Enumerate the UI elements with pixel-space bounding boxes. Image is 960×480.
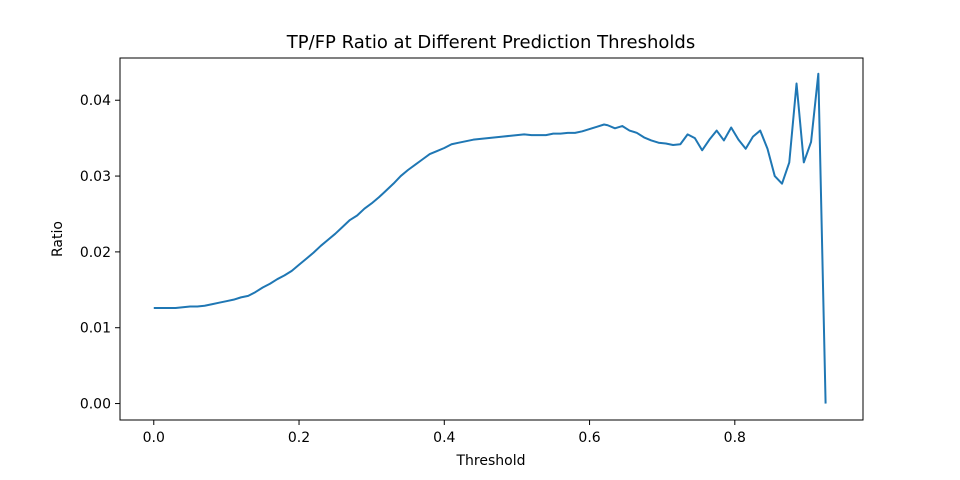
series-line	[153, 72, 827, 404]
x-tick-label: 0.2	[288, 430, 310, 446]
y-tick-label: 0.03	[80, 169, 111, 185]
x-tick-label: 0.4	[433, 430, 455, 446]
y-axis-label: Ratio	[50, 221, 66, 257]
y-axis-ticks: 0.00 0.01 0.02 0.03 0.04	[80, 93, 120, 413]
y-tick-label: 0.02	[80, 245, 111, 261]
chart-title: TP/FP Ratio at Different Prediction Thre…	[286, 32, 695, 53]
y-tick-label: 0.04	[80, 93, 111, 109]
x-axis-label: Threshold	[456, 453, 526, 469]
x-tick-label: 0.6	[578, 430, 600, 446]
y-tick-label: 0.01	[80, 321, 111, 337]
plot-area-frame	[119, 57, 864, 421]
x-axis-ticks: 0.0 0.2 0.4 0.6 0.8	[143, 420, 746, 446]
x-tick-label: 0.0	[143, 430, 165, 446]
y-tick-label: 0.00	[80, 397, 111, 413]
x-tick-label: 0.8	[724, 430, 746, 446]
